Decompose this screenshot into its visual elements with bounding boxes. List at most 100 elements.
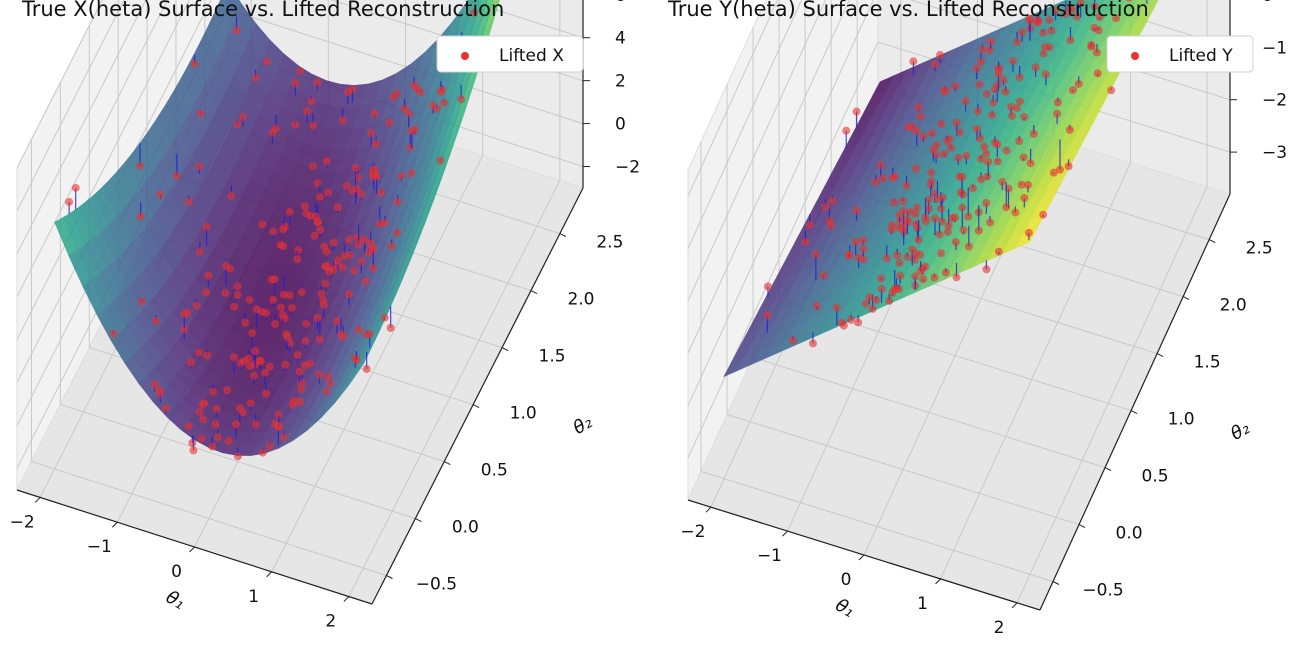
chart-1-lifted-point (982, 89, 991, 98)
chart-1-lifted-point (868, 304, 877, 313)
chart-1-lifted-point (976, 134, 985, 143)
chart-1-lifted-point (927, 177, 936, 186)
chart-1-lifted-point (982, 199, 991, 208)
chart-0-lifted-point (288, 400, 297, 409)
chart-0-lifted-point (271, 319, 280, 328)
chart-1-lifted-point (1092, 48, 1101, 57)
chart-1-lifted-point (958, 203, 967, 212)
chart-0-y-tick-label: 2.5 (596, 233, 623, 253)
chart-1-lifted-point (977, 154, 986, 163)
chart-1-lifted-point (1125, 0, 1133, 2)
chart-1-lifted-point (895, 258, 904, 267)
chart-1-lifted-point (927, 129, 936, 138)
chart-0-lifted-point (251, 420, 260, 429)
chart-1-lifted-point (914, 235, 923, 244)
chart-1-lifted-point (982, 149, 991, 158)
chart-0-grid-y-1 (59, 82, 416, 519)
chart-1-lifted-point (854, 318, 863, 327)
chart-1-lifted-point (902, 181, 911, 190)
chart-1-lifted-point (1045, 16, 1054, 25)
chart-1-lifted-point (846, 315, 855, 324)
chart-1-lifted-point (990, 85, 999, 94)
chart-0-lifted-point (361, 277, 370, 286)
chart-1-lifted-point (1016, 97, 1025, 106)
chart-1-lifted-point (980, 142, 989, 151)
chart-1-lifted-point (919, 132, 928, 141)
chart-0-z-tick-label: 2 (615, 72, 626, 92)
chart-0-lifted-point (150, 380, 159, 389)
chart-1-y-tick-mark (1104, 467, 1112, 471)
chart-0-lifted-point (315, 370, 324, 379)
chart-1-lifted-point (882, 254, 891, 263)
chart-1-lifted-point (954, 153, 963, 162)
chart-0-y-tick-mark (472, 404, 480, 408)
chart-0-lifted-point (380, 313, 389, 322)
chart-1-lifted-point (890, 198, 899, 207)
chart-0-lifted-point (315, 335, 324, 344)
chart-1-lifted-point (819, 271, 828, 280)
chart-1-lifted-point (890, 172, 899, 181)
chart-1-lifted-point (842, 126, 851, 135)
chart-0-lifted-point (311, 212, 320, 221)
chart-0-legend: Lifted X (436, 35, 584, 73)
chart-1-lifted-point (999, 75, 1008, 84)
chart-1-lifted-point (1002, 146, 1011, 155)
chart-1-lifted-point (944, 221, 953, 230)
chart-1-lifted-point (1020, 112, 1029, 121)
chart-0-lifted-point (71, 183, 80, 192)
chart-1-y-tick-label: 1.0 (1168, 410, 1195, 430)
chart-1-y-tick-label: 2.5 (1246, 239, 1273, 259)
chart-1-lifted-point (1094, 26, 1103, 35)
chart-0-lifted-point (338, 116, 347, 125)
chart-0-lifted-point (258, 220, 267, 229)
chart-0-lifted-point (274, 421, 283, 430)
chart-0-lifted-point (353, 233, 362, 242)
chart-0-lifted-point (316, 226, 325, 235)
chart-0-lifted-point (172, 171, 181, 180)
chart-0-lifted-point (184, 422, 193, 431)
chart-0-lifted-point (317, 289, 326, 298)
chart-0-lifted-point (265, 362, 274, 371)
chart-0-lifted-point (192, 301, 201, 310)
chart-0-x-tick-label: 2 (325, 612, 336, 632)
chart-0-lifted-point (262, 308, 271, 317)
chart-0-y-tick-mark (530, 290, 538, 295)
chart-0-grid-z-4 (16, 0, 169, 298)
chart-1-lifted-point (914, 103, 923, 112)
chart-1-lifted-point (1026, 159, 1035, 168)
chart-0-y-tick-mark (415, 518, 422, 522)
chart-0-lifted-point (233, 120, 242, 129)
chart-1-lifted-point (983, 172, 992, 181)
chart-1-lifted-point (1024, 228, 1033, 237)
chart-0-lifted-point (400, 104, 409, 113)
chart-0-x-tick-mark (266, 571, 273, 578)
chart-0-lifted-point (293, 255, 302, 264)
chart-0-lifted-point (195, 407, 204, 416)
chart-1-lifted-point (1002, 203, 1011, 212)
chart-1-y-tick-label: 2.0 (1220, 296, 1247, 316)
chart-1-lifted-point (909, 57, 918, 66)
chart-1-lifted-point (876, 160, 885, 169)
chart-0-lifted-point (208, 442, 217, 451)
chart-0-lifted-point (137, 297, 146, 306)
chart-0-lifted-point (470, 8, 479, 17)
chart-0-y-tick-mark (501, 347, 509, 352)
chart-1-lifted-point (936, 204, 945, 213)
chart-1-lifted-point (805, 220, 814, 229)
chart-0-x-tick-label: 0 (171, 562, 182, 582)
right-chart-panel: −2−1012−0.50.00.51.01.52.02.5−3−2−1012θ₁… (646, 0, 1292, 670)
chart-1-lifted-point (911, 249, 920, 258)
chart-0-y-tick-label: 1.5 (539, 347, 566, 367)
chart-1-lifted-point (844, 250, 853, 259)
chart-0-lifted-point (180, 310, 189, 319)
chart-1-lifted-point (1090, 2, 1099, 11)
chart-0-lifted-point (291, 79, 300, 88)
chart-0-lifted-point (251, 73, 260, 82)
chart-1-lifted-point (912, 203, 921, 212)
chart-0-lifted-point (248, 328, 257, 337)
chart-0-lifted-point (195, 348, 204, 357)
chart-1-lifted-point (899, 223, 908, 232)
chart-1-lifted-point (858, 236, 867, 245)
chart-0-lifted-point (362, 330, 371, 339)
chart-1-lifted-point (1004, 184, 1013, 193)
